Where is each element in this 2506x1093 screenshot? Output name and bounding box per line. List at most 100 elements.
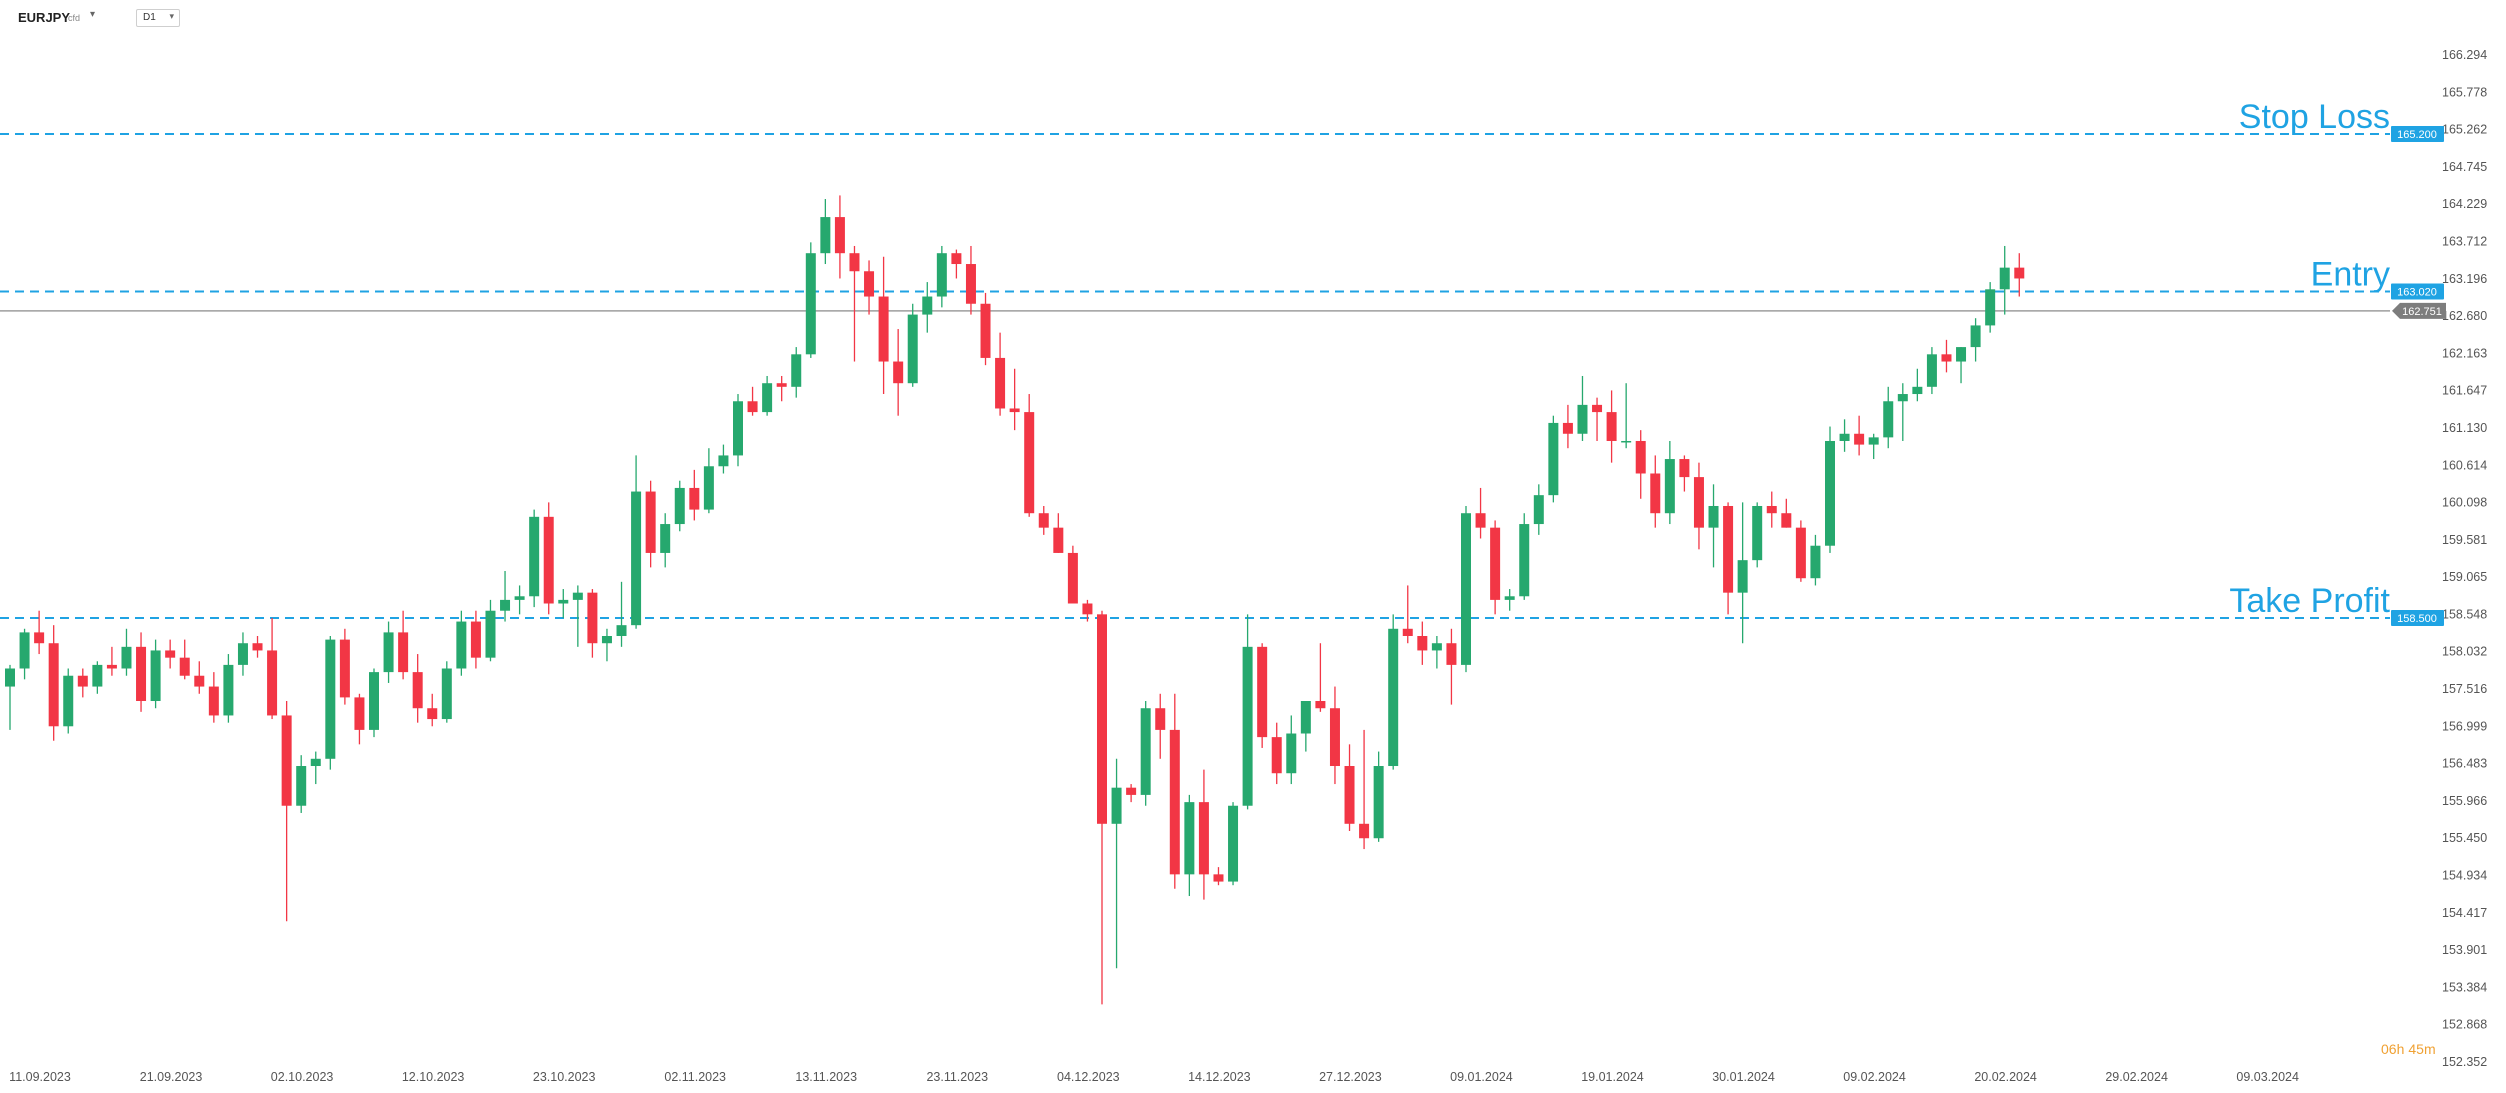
candle-body	[1985, 289, 1996, 326]
price-tick-label: 156.483	[2442, 757, 2487, 771]
price-tick-label: 158.548	[2442, 607, 2487, 621]
candle-body	[1504, 596, 1515, 600]
candle	[237, 632, 248, 676]
candle-body	[1956, 347, 1967, 362]
candle	[1985, 282, 1996, 333]
candle-body	[1650, 473, 1661, 514]
price-tick-label: 164.745	[2442, 160, 2487, 174]
symbol-type-label: cfd	[68, 13, 81, 23]
date-tick-label: 09.02.2024	[1843, 1070, 1906, 1084]
candle	[252, 636, 263, 658]
candle	[601, 628, 612, 662]
date-tick-label: 29.02.2024	[2105, 1070, 2168, 1084]
candle	[1271, 722, 1282, 785]
candle-body	[77, 675, 88, 687]
candle	[1868, 433, 1879, 460]
candle	[1956, 347, 1967, 384]
candle-body	[849, 253, 860, 272]
candle	[1111, 758, 1122, 969]
price-tick-label: 165.778	[2442, 85, 2487, 99]
candle-body	[1155, 708, 1166, 730]
candle	[1286, 715, 1297, 785]
price-tag-box	[2391, 126, 2444, 143]
candle-body	[1868, 437, 1879, 445]
candle	[805, 242, 816, 358]
price-axis[interactable]: 166.294 165.778 165.262 164.745 164.229 163.7…	[2442, 48, 2487, 1069]
date-tick-label: 09.01.2024	[1450, 1070, 1513, 1084]
candle	[1067, 545, 1078, 604]
candle-body	[572, 592, 583, 600]
candle	[1679, 455, 1690, 492]
candle-body	[1999, 267, 2010, 290]
date-tick-label: 02.11.2023	[664, 1070, 726, 1084]
candle-body	[1737, 560, 1748, 593]
price-tick-label: 161.647	[2442, 384, 2487, 398]
candle	[1388, 614, 1399, 770]
candle	[1548, 415, 1559, 503]
candle-body	[194, 675, 205, 687]
candle	[1519, 513, 1530, 600]
candle	[1825, 426, 1835, 553]
candle	[2014, 253, 2025, 297]
candle	[281, 701, 292, 922]
candle	[106, 646, 117, 676]
date-tick-label: 02.10.2023	[271, 1070, 334, 1084]
candle	[77, 668, 88, 698]
candle-body	[558, 599, 569, 604]
candle	[1024, 394, 1035, 517]
candle	[936, 245, 947, 308]
candle-body	[1446, 643, 1457, 665]
candle-body	[1111, 787, 1122, 824]
candle-body	[1009, 408, 1020, 413]
price-tick-label: 156.999	[2442, 719, 2487, 733]
candle-body	[689, 487, 700, 510]
candle	[267, 617, 278, 720]
candle	[1242, 614, 1253, 810]
timeframe-value: D1	[143, 12, 156, 23]
candle	[1461, 505, 1471, 673]
candle-body	[936, 253, 947, 297]
candle	[470, 610, 481, 669]
candle-body	[500, 599, 511, 611]
timeframe-select[interactable]: D1 ▾	[136, 9, 180, 27]
candle	[398, 610, 409, 680]
candle-body	[951, 253, 962, 265]
candle	[995, 332, 1006, 416]
price-tick-label: 163.712	[2442, 234, 2487, 248]
candle-body	[1533, 495, 1544, 525]
candle	[1431, 636, 1442, 669]
time-axis[interactable]: 11.09.2023 21.09.2023 02.10.2023 12.10.2023…	[9, 1070, 2299, 1084]
candle-body	[1723, 505, 1734, 593]
candle	[1635, 430, 1646, 499]
candle	[1417, 621, 1428, 665]
price-tick-label: 162.680	[2442, 309, 2487, 323]
candle-body	[529, 516, 540, 597]
candle	[762, 375, 773, 416]
candle	[310, 751, 321, 785]
date-tick-label: 14.12.2023	[1188, 1070, 1251, 1084]
candle	[1504, 589, 1515, 611]
candle-body	[543, 516, 554, 604]
timeframe-dropdown-icon[interactable]: ▾	[169, 11, 174, 21]
candle	[1097, 610, 1107, 1005]
price-tick-label: 155.966	[2442, 794, 2487, 808]
candle	[150, 639, 161, 709]
symbol-dropdown-icon[interactable]: ▾	[90, 9, 96, 20]
candle-body	[223, 664, 234, 716]
date-tick-label: 23.10.2023	[533, 1070, 596, 1084]
candle-body	[1024, 412, 1035, 514]
candle	[776, 375, 787, 402]
candle-body	[791, 354, 802, 387]
candle	[485, 599, 496, 662]
candle	[965, 245, 976, 315]
price-tick-label: 160.614	[2442, 458, 2487, 472]
price-tick-label: 153.384	[2442, 980, 2487, 994]
candle	[369, 668, 379, 738]
price-tag-value: 165.200	[2397, 129, 2437, 141]
candle-body	[1839, 433, 1850, 441]
candle	[1592, 397, 1603, 441]
price-tick-label: 155.450	[2442, 831, 2487, 845]
symbol-selector[interactable]: EURJPY	[18, 10, 71, 25]
candle-body	[1271, 737, 1282, 774]
